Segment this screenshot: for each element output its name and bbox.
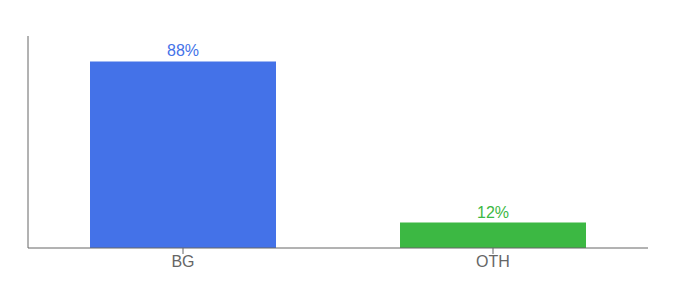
- svg-text:BG: BG: [171, 253, 194, 270]
- svg-text:OTH: OTH: [476, 253, 510, 270]
- svg-text:12%: 12%: [477, 204, 509, 221]
- svg-text:88%: 88%: [167, 42, 199, 59]
